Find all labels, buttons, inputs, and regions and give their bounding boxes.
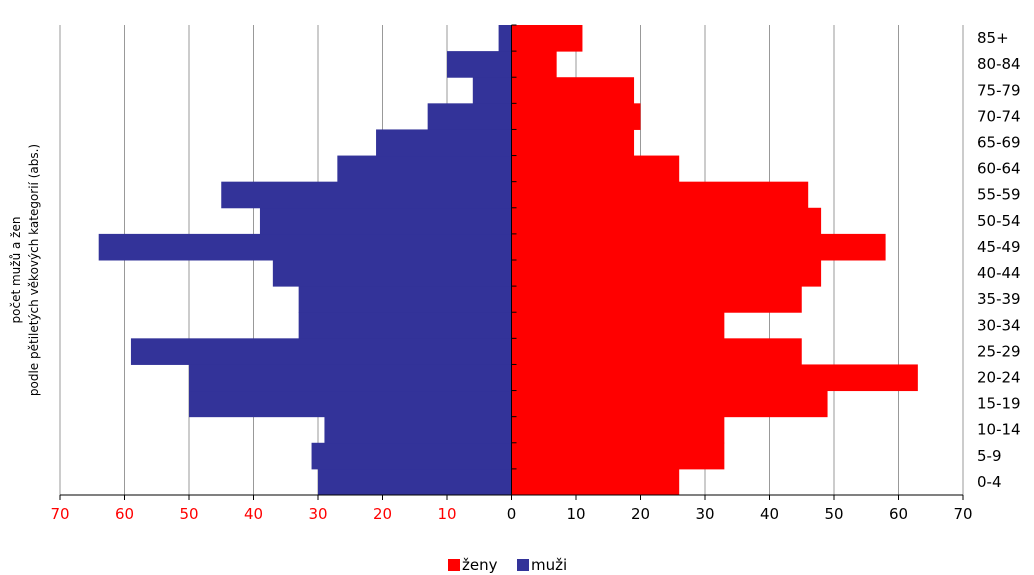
axes bbox=[59, 24, 964, 500]
legend-label-muzi: muži bbox=[531, 556, 567, 574]
bar-zeny-80-84 bbox=[511, 51, 557, 78]
y-tick-label-50-54: 50-54 bbox=[977, 212, 1021, 230]
bar-zeny-65-69 bbox=[511, 129, 635, 157]
x-tick-label: 10 bbox=[566, 505, 585, 523]
bar-muzi-15-19 bbox=[189, 390, 512, 418]
y-tick-label-25-29: 25-29 bbox=[977, 342, 1021, 360]
y-tick-label-80-84: 80-84 bbox=[977, 55, 1021, 73]
x-tick-label: 10 bbox=[437, 505, 456, 523]
bar-zeny-45-49 bbox=[511, 233, 886, 261]
y-tick-label-65-69: 65-69 bbox=[977, 134, 1021, 152]
y-tick-label-40-44: 40-44 bbox=[977, 264, 1021, 282]
bar-zeny-40-44 bbox=[511, 260, 822, 287]
y-tick-label-45-49: 45-49 bbox=[977, 238, 1021, 256]
y-tick-label-15-19: 15-19 bbox=[977, 395, 1021, 413]
bar-muzi-10-14 bbox=[324, 416, 512, 444]
bar-muzi-60-64 bbox=[337, 155, 512, 183]
x-tick-label: 0 bbox=[507, 505, 517, 523]
bar-muzi-25-29 bbox=[130, 338, 512, 365]
y-tick-label-35-39: 35-39 bbox=[977, 290, 1021, 308]
bar-zeny-30-34 bbox=[511, 312, 725, 339]
bar-muzi-20-24 bbox=[189, 364, 512, 392]
bar-muzi-35-39 bbox=[298, 286, 512, 313]
legend: ženy muži bbox=[448, 556, 567, 574]
bar-zeny-55-59 bbox=[511, 181, 809, 209]
x-tick-label: 20 bbox=[631, 505, 650, 523]
bar-zeny-70-74 bbox=[511, 103, 641, 130]
legend-label-zeny: ženy bbox=[462, 556, 498, 574]
bar-muzi-55-59 bbox=[221, 181, 512, 209]
y-tick-label-70-74: 70-74 bbox=[977, 107, 1021, 125]
bar-muzi-0-4 bbox=[318, 468, 512, 496]
bar-muzi-85+ bbox=[498, 25, 512, 52]
bar-muzi-65-69 bbox=[376, 129, 512, 157]
y-tick-label-85+: 85+ bbox=[977, 29, 1009, 47]
bar-muzi-75-79 bbox=[472, 77, 512, 104]
bar-muzi-30-34 bbox=[298, 312, 512, 339]
x-tick-label: 60 bbox=[889, 505, 908, 523]
x-tick-label: 30 bbox=[695, 505, 714, 523]
y-axis-label-line1: počet mužů a žen bbox=[9, 217, 23, 324]
y-tick-label-75-79: 75-79 bbox=[977, 81, 1021, 99]
x-tick-label: 30 bbox=[308, 505, 327, 523]
x-tick-label: 60 bbox=[115, 505, 134, 523]
legend-swatch-zeny bbox=[448, 559, 460, 571]
y-tick-label-55-59: 55-59 bbox=[977, 186, 1021, 204]
bar-zeny-25-29 bbox=[511, 338, 802, 365]
bar-muzi-50-54 bbox=[259, 207, 512, 235]
bar-muzi-5-9 bbox=[311, 442, 512, 470]
bar-zeny-60-64 bbox=[511, 155, 680, 183]
y-tick-label-20-24: 20-24 bbox=[977, 369, 1021, 387]
y-tick-label-0-4: 0-4 bbox=[977, 473, 1002, 491]
legend-swatch-muzi bbox=[517, 559, 529, 571]
bar-zeny-10-14 bbox=[511, 416, 725, 444]
y-tick-labels: 0-4 5-9 10-14 15-19 20-24 25-29 30-34 35-39 40-4… bbox=[977, 29, 1021, 491]
x-tick-label: 70 bbox=[50, 505, 69, 523]
bar-zeny-35-39 bbox=[511, 286, 802, 313]
bar-zeny-50-54 bbox=[511, 207, 822, 235]
bars bbox=[98, 25, 918, 496]
x-tick-label: 70 bbox=[953, 505, 972, 523]
x-tick-labels: 70 60 50 40 30 20 10 0 10 20 30 40 50 60 70 bbox=[50, 505, 972, 523]
bar-zeny-85+ bbox=[511, 25, 583, 52]
bar-zeny-5-9 bbox=[511, 442, 725, 470]
bar-muzi-40-44 bbox=[272, 260, 512, 287]
x-tick-label: 20 bbox=[373, 505, 392, 523]
x-tick-label: 50 bbox=[824, 505, 843, 523]
y-tick-label-30-34: 30-34 bbox=[977, 316, 1021, 334]
bar-zeny-0-4 bbox=[511, 468, 680, 496]
bar-zeny-15-19 bbox=[511, 390, 828, 418]
x-tick-label: 40 bbox=[760, 505, 779, 523]
bar-zeny-20-24 bbox=[511, 364, 918, 392]
bar-zeny-75-79 bbox=[511, 77, 635, 104]
x-tick-label: 40 bbox=[244, 505, 263, 523]
bar-muzi-70-74 bbox=[427, 103, 512, 130]
y-tick-label-5-9: 5-9 bbox=[977, 447, 1002, 465]
y-tick-label-10-14: 10-14 bbox=[977, 421, 1021, 439]
x-tick-label: 50 bbox=[179, 505, 198, 523]
y-tick-label-60-64: 60-64 bbox=[977, 160, 1021, 178]
bar-muzi-80-84 bbox=[447, 51, 512, 78]
y-axis-label-line2: podle pětiletých věkových kategorií (abs… bbox=[27, 144, 41, 396]
bar-muzi-45-49 bbox=[98, 233, 512, 261]
